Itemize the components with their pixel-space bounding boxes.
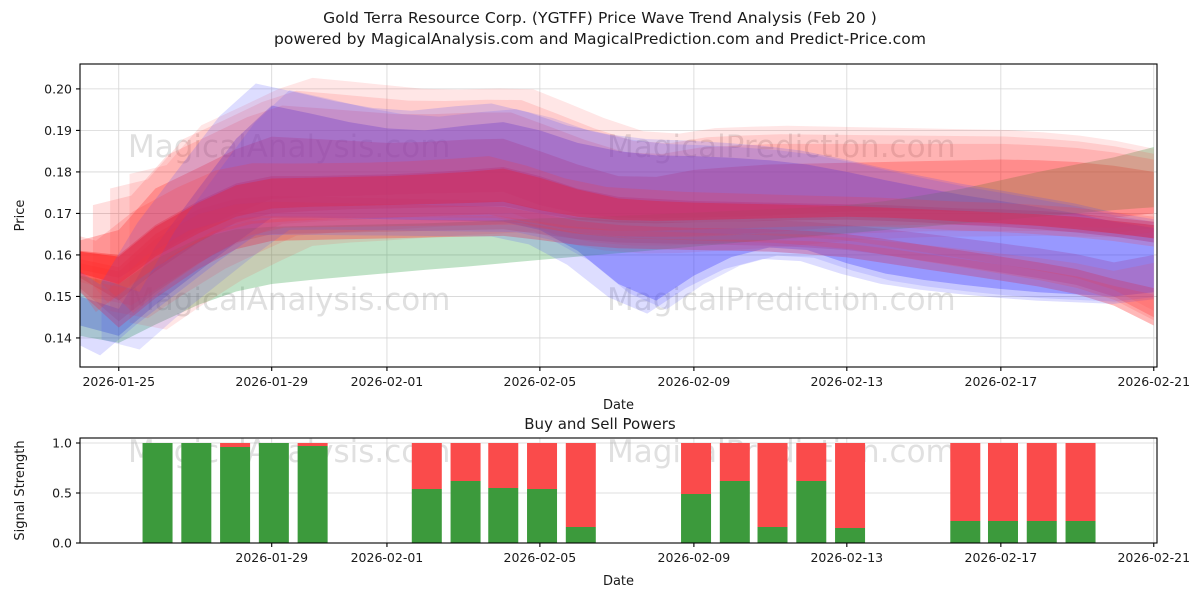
- y-tick-label: 0.5: [52, 486, 72, 501]
- watermark-text: MagicalPrediction.com: [607, 282, 956, 318]
- band-red-core-upper: [80, 168, 1154, 284]
- bar-sell-power: [1026, 443, 1057, 521]
- y-tick-label: 0.18: [44, 164, 72, 179]
- band-fan-0: [92, 105, 1154, 306]
- x-tick-label: 2026-01-29: [235, 550, 308, 565]
- bar-buy-power: [527, 489, 558, 543]
- bar-buy-power: [181, 443, 212, 543]
- bar-sell-power: [488, 443, 519, 488]
- bar-sell-power: [527, 443, 558, 489]
- y-tick-label: 0.17: [44, 206, 72, 221]
- watermark-group: MagicalAnalysis.com MagicalPrediction.com…: [128, 129, 956, 318]
- x-tick-label: 2026-01-29: [235, 374, 308, 389]
- bar-sell-power: [450, 443, 481, 481]
- bar-buy-power: [220, 447, 251, 543]
- y-tick-label: 0.16: [44, 247, 72, 262]
- buy-sell-powers-title: Buy and Sell Powers: [524, 415, 676, 433]
- bar-buy-power: [411, 489, 442, 543]
- bar-buy-power: [565, 527, 596, 543]
- band-fan-5: [80, 215, 1154, 311]
- bar-buy-power: [258, 443, 289, 543]
- bar-sell-power: [220, 443, 251, 447]
- bar-sell-power: [1065, 443, 1096, 521]
- bar-sell-power: [950, 443, 981, 521]
- bar-sell-power: [297, 443, 328, 446]
- x-tick-label: 2026-02-01: [351, 374, 424, 389]
- bars-axis-group: 0.0 0.5 1.0 2026-01-29 2026-02-01 2026-02-05 2…: [13, 436, 1190, 590]
- bar-buy-power: [142, 443, 173, 543]
- band-red-band-3-upper: [80, 195, 1154, 322]
- y-tick-label: 1.0: [52, 436, 72, 451]
- band-fan-3: [80, 83, 1154, 356]
- x-tick-label: 2026-02-17: [965, 550, 1038, 565]
- bar-buy-power: [450, 481, 481, 543]
- x-tick-label: 2026-02-21: [1117, 374, 1190, 389]
- y-axis-label: Price: [13, 200, 28, 232]
- bar-buy-power: [987, 521, 1018, 543]
- plot-border: [79, 63, 1158, 368]
- y-axis-label: Signal Strength: [13, 440, 28, 540]
- x-tick-label: 2026-02-09: [658, 374, 731, 389]
- bar-sell-power: [681, 443, 712, 494]
- x-tick-label: 2026-02-01: [351, 550, 424, 565]
- bar-buy-power: [796, 481, 827, 543]
- bar-sell-power: [719, 443, 750, 481]
- x-tick-label: 2026-02-05: [504, 550, 577, 565]
- band-red-lower-tail-upper: [80, 201, 1154, 328]
- band-fan-4: [101, 90, 1154, 350]
- bar-sell-power: [796, 443, 827, 481]
- bar-buy-power: [488, 488, 519, 543]
- bars-border: [79, 437, 1158, 544]
- bar-buy-power: [297, 446, 328, 543]
- y-tick-label: 0.20: [44, 81, 72, 96]
- bar-sell-power: [411, 443, 442, 489]
- band-fan-7: [80, 156, 1154, 312]
- bar-sell-power: [987, 443, 1018, 521]
- bar-buy-power: [835, 528, 866, 543]
- x-tick-label: 2026-02-13: [810, 550, 883, 565]
- x-axis-label: Date: [603, 398, 634, 413]
- band-blue-band-upper: [80, 105, 1154, 336]
- bar-buy-power: [1026, 521, 1057, 543]
- watermark-text: MagicalAnalysis.com: [128, 129, 450, 165]
- watermark-text: MagicalPrediction.com: [607, 129, 956, 165]
- band-green-band-upper: [80, 147, 1154, 343]
- bar-sell-power: [835, 443, 866, 528]
- x-axis-label: Date: [603, 574, 634, 589]
- y-tick-label: 0.0: [52, 536, 72, 551]
- bar-buy-power: [950, 521, 981, 543]
- y-tick-label: 0.14: [44, 330, 72, 345]
- x-tick-label: 2026-02-09: [658, 550, 731, 565]
- bar-buy-power: [681, 494, 712, 543]
- main-axis-group: 0.14 0.15 0.16 0.17 0.18 0.19 0.20 2026-01-25 20…: [13, 81, 1190, 413]
- bar-buy-power: [1065, 521, 1096, 543]
- band-group: [80, 105, 1154, 343]
- watermark-text: MagicalAnalysis.com: [128, 282, 450, 318]
- watermark-text: MagicalAnalysis.com: [128, 434, 450, 470]
- x-tick-label: 2026-02-17: [965, 374, 1038, 389]
- x-tick-label: 2026-02-05: [504, 374, 577, 389]
- bar-buy-power: [719, 481, 750, 543]
- x-tick-label: 2026-02-21: [1117, 550, 1190, 565]
- x-tick-label: 2026-02-13: [810, 374, 883, 389]
- y-tick-label: 0.19: [44, 123, 72, 138]
- bar-sell-power: [565, 443, 596, 527]
- bar-group: [142, 443, 1096, 543]
- band-fan-2: [129, 77, 1154, 330]
- band-fan-group: [80, 77, 1154, 356]
- x-tick-label: 2026-01-25: [82, 374, 155, 389]
- y-tick-label: 0.15: [44, 289, 72, 304]
- bar-buy-power: [757, 527, 788, 543]
- band-fan-1: [110, 90, 1154, 319]
- bar-sell-power: [757, 443, 788, 527]
